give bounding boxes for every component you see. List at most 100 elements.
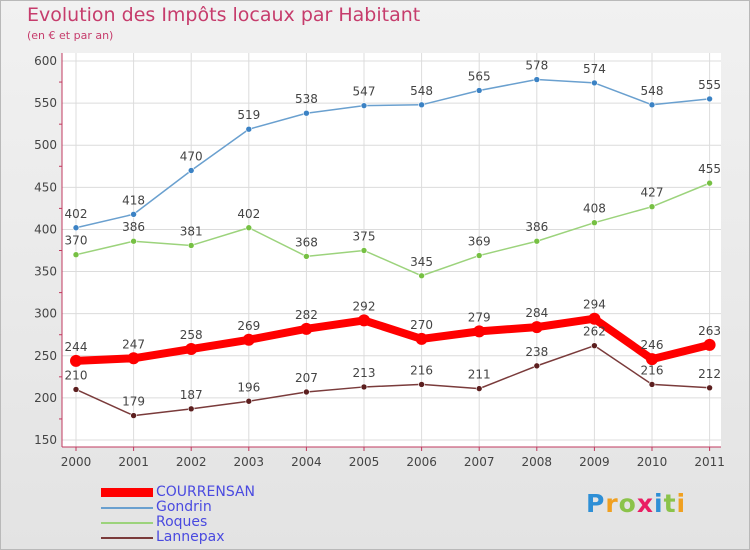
data-point-courrensan	[530, 321, 543, 334]
data-point-lannepax	[72, 386, 80, 393]
x-tick-label: 2007	[464, 455, 495, 469]
data-point-lannepax	[475, 385, 483, 392]
data-point-roques	[187, 242, 195, 249]
data-label-gondrin: 538	[295, 92, 318, 106]
data-label-lannepax: 196	[237, 380, 260, 394]
data-point-courrensan	[300, 322, 313, 335]
chart-title: Evolution des Impôts locaux par Habitant	[27, 4, 421, 26]
y-tick-label: 600	[34, 54, 57, 68]
y-tick-label: 350	[34, 265, 57, 279]
data-label-courrensan: 279	[468, 310, 491, 324]
legend-label: Gondrin	[156, 499, 212, 515]
data-point-gondrin	[533, 76, 541, 83]
data-label-courrensan: 284	[525, 306, 548, 320]
x-tick-label: 2008	[522, 455, 553, 469]
data-label-roques: 427	[641, 186, 664, 200]
data-label-roques: 381	[180, 224, 203, 238]
data-point-roques	[360, 247, 368, 254]
data-point-courrensan	[70, 354, 82, 367]
data-label-gondrin: 470	[180, 149, 203, 163]
data-label-courrensan: 244	[65, 340, 88, 354]
data-point-lannepax	[245, 397, 253, 405]
x-tick-label: 2001	[118, 455, 149, 469]
data-label-gondrin: 555	[698, 78, 721, 92]
data-point-roques	[591, 219, 598, 227]
data-point-roques	[418, 272, 425, 280]
data-point-roques	[303, 253, 310, 260]
y-tick-label: 200	[34, 391, 57, 405]
data-point-courrensan	[646, 353, 658, 366]
legend-swatch	[101, 488, 153, 497]
data-label-lannepax: 210	[65, 368, 88, 382]
data-label-roques: 386	[525, 220, 548, 234]
legend-swatch	[101, 521, 153, 524]
logo-letter: P	[586, 489, 606, 518]
x-tick-label: 2003	[234, 455, 265, 469]
data-point-roques	[245, 224, 253, 232]
y-tick-label: 450	[34, 180, 57, 194]
series-line-roques	[75, 182, 711, 277]
data-label-gondrin: 519	[237, 108, 260, 122]
data-label-lannepax: 216	[410, 363, 433, 377]
series-line-courrensan	[72, 314, 714, 365]
data-point-lannepax	[418, 381, 425, 388]
data-point-gondrin	[591, 79, 598, 87]
legend-swatch	[101, 536, 153, 539]
legend-item-courrensan: COURRENSAN	[101, 485, 255, 500]
data-point-lannepax	[648, 381, 656, 388]
y-tick-label: 550	[34, 96, 57, 110]
legend-label: Roques	[156, 514, 208, 530]
data-label-roques: 408	[583, 202, 606, 216]
data-label-roques: 369	[468, 235, 491, 249]
data-point-gondrin	[648, 101, 656, 109]
x-tick-label: 2004	[291, 455, 322, 469]
data-label-courrensan: 282	[295, 308, 318, 322]
data-label-courrensan: 270	[410, 318, 433, 332]
data-point-lannepax	[187, 405, 195, 413]
x-tick-label: 2010	[637, 455, 668, 469]
data-label-gondrin: 402	[65, 207, 88, 221]
logo-letter: i	[676, 489, 687, 518]
data-point-lannepax	[706, 384, 713, 392]
data-label-gondrin: 548	[641, 84, 664, 98]
x-tick-label: 2000	[61, 455, 92, 469]
logo-letter: t	[663, 489, 677, 518]
data-label-gondrin: 565	[468, 69, 491, 83]
logo-letter: o	[618, 489, 637, 518]
legend-item-lannepax: Lannepax	[101, 530, 255, 545]
data-point-courrensan	[415, 332, 428, 345]
data-point-lannepax	[130, 412, 137, 419]
data-label-courrensan: 292	[353, 299, 376, 313]
data-label-gondrin: 418	[122, 193, 145, 207]
data-label-roques: 455	[698, 162, 721, 176]
y-tick-label: 150	[34, 433, 57, 447]
y-tick-label: 250	[34, 349, 57, 363]
data-point-gondrin	[303, 109, 310, 117]
data-label-courrensan: 258	[180, 328, 203, 342]
chart-subtitle: (en € et par an)	[27, 29, 114, 42]
data-point-courrensan	[703, 338, 716, 351]
logo-letter: x	[636, 489, 654, 518]
x-tick-label: 2009	[579, 455, 610, 469]
data-label-lannepax: 216	[641, 363, 664, 377]
legend-item-gondrin: Gondrin	[101, 500, 255, 515]
logo-letter: i	[654, 489, 664, 518]
data-label-courrensan: 246	[641, 338, 664, 352]
data-point-gondrin	[130, 210, 137, 218]
data-point-gondrin	[187, 167, 195, 174]
data-labels: 402 418 470 519 538 547 548 565 578 574 548 555 370 3…	[65, 59, 722, 409]
data-point-courrensan	[588, 312, 601, 325]
series-line-gondrin	[75, 78, 711, 229]
data-point-roques	[533, 237, 541, 245]
data-point-gondrin	[706, 95, 713, 103]
data-label-lannepax: 238	[525, 345, 548, 359]
data-label-courrensan: 247	[122, 337, 145, 351]
data-point-roques	[475, 252, 483, 259]
data-point-lannepax	[360, 383, 368, 391]
data-label-gondrin: 578	[525, 59, 548, 73]
data-point-lannepax	[303, 388, 310, 396]
data-point-lannepax	[533, 362, 541, 370]
data-point-gondrin	[72, 224, 80, 232]
